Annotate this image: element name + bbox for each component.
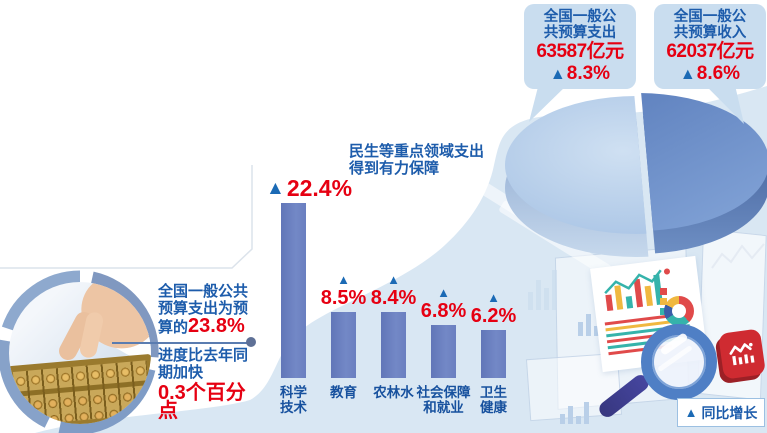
bar-value-label: ▲ 22.4%	[266, 175, 353, 201]
up-triangle-icon: ▲	[549, 66, 566, 83]
up-triangle-icon: ▲	[684, 405, 698, 420]
abacus-photo	[9, 282, 151, 424]
pie-annotation: 民生等重点领域支出 得到有力保障	[349, 143, 485, 177]
up-triangle-icon: ▲	[266, 177, 285, 199]
bar	[281, 203, 306, 378]
bar	[381, 312, 406, 378]
doodle-bar-chart-icon	[528, 262, 557, 310]
bar-value-label: ▲ 6.2%	[470, 290, 517, 327]
bar-value-label: ▲ 8.4%	[370, 272, 417, 309]
doodle-bar-chart-icon	[560, 398, 589, 424]
mini-donut-chart	[664, 296, 694, 326]
checklist-icon	[660, 288, 667, 318]
bar-value-label: ▲ 6.8%	[420, 285, 467, 322]
bar-value-label: ▲ 8.5%	[320, 272, 367, 309]
progress-delta: 0.3个百分点	[158, 382, 246, 422]
connector-dot	[246, 337, 256, 347]
bar-category-label: 卫生 健康	[480, 385, 507, 415]
expenditure-amount: 63587亿元	[536, 41, 624, 62]
pie-slice-expenditure	[505, 96, 650, 257]
up-triangle-icon: ▲	[337, 272, 350, 287]
callout-title: 全国一般公	[543, 9, 617, 25]
callout-title: 共预算支出	[543, 25, 617, 41]
revenue-growth: ▲8.6%	[679, 63, 741, 84]
bar	[331, 312, 356, 378]
abacus-photo-medallion	[0, 269, 164, 433]
connector-line	[112, 342, 250, 344]
bar	[481, 330, 506, 378]
bar-category-label: 教育	[330, 385, 357, 400]
progress-percent: 23.8%	[188, 315, 245, 337]
panel-outline	[0, 165, 253, 269]
expenditure-growth: ▲8.3%	[549, 63, 611, 84]
callout-title: 共预算收入	[673, 25, 747, 41]
callout-revenue: 全国一般公 共预算收入 62037亿元 ▲8.6%	[654, 4, 766, 89]
logo-chart-glyph	[729, 342, 755, 366]
abacus	[9, 353, 151, 424]
media-logo	[718, 328, 766, 380]
callout-expenditure: 全国一般公 共预算支出 63587亿元 ▲8.3%	[524, 4, 636, 89]
bar-category-label: 科学 技术	[280, 385, 307, 415]
bar-category-label: 社会保障 和就业	[416, 385, 471, 415]
up-triangle-icon: ▲	[437, 285, 450, 300]
up-triangle-icon: ▲	[387, 272, 400, 287]
mini-report-panel	[590, 255, 708, 373]
progress-annotation: 全国一般公共预算支出为预算的23.8% 进度比去年同期加快 0.3个百分点	[158, 283, 262, 422]
legend-badge: ▲ 同比增长	[677, 398, 765, 427]
up-triangle-icon: ▲	[487, 290, 500, 305]
revenue-amount: 62037亿元	[666, 41, 754, 62]
magnifier-icon	[641, 324, 717, 400]
up-triangle-icon: ▲	[679, 66, 696, 83]
legend-label: 同比增长	[701, 404, 758, 421]
mini-bar-line-chart	[604, 268, 670, 312]
callout-title: 全国一般公	[673, 9, 747, 25]
bar	[431, 325, 456, 378]
pie-slice-revenue	[640, 93, 767, 254]
bar-category-label: 农林水	[373, 385, 414, 400]
